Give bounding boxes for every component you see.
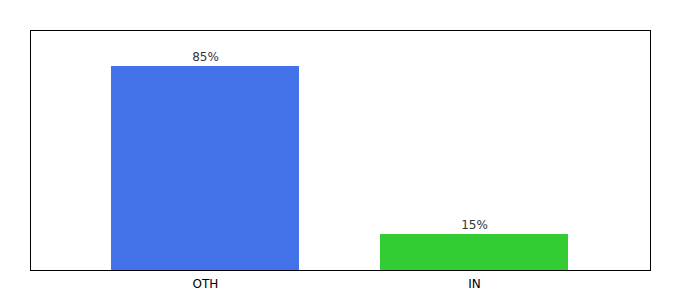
svg-text:IN: IN xyxy=(468,277,481,291)
svg-text:OTH: OTH xyxy=(193,277,219,291)
svg-text:85%: 85% xyxy=(192,50,219,64)
svg-text:15%: 15% xyxy=(461,218,488,232)
